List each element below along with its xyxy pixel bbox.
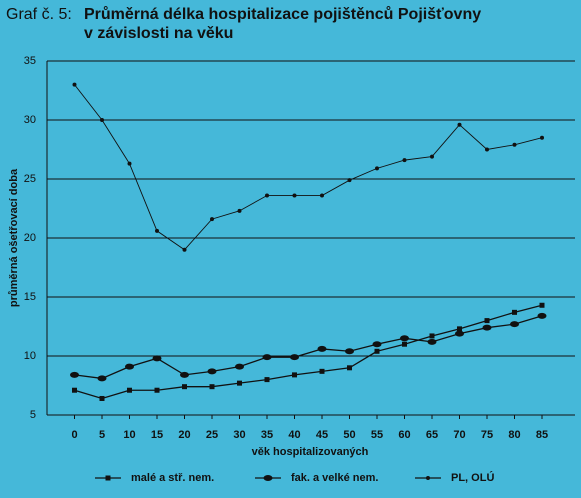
series-line [74,304,543,400]
chart-title: v závislosti na věku [84,25,233,42]
x-axis-label: věk hospitalizovaných [252,446,369,458]
marker [237,380,242,386]
x-tick-label: 5 [99,429,105,441]
marker [100,118,104,122]
marker [127,161,132,166]
marker [127,387,132,393]
legend-label: PL, OLÚ [451,471,494,484]
marker [72,387,77,393]
x-tick-label: 25 [206,429,218,441]
marker [345,348,354,355]
marker [482,324,492,331]
series-line [74,84,543,251]
x-tick-label: 10 [123,429,135,441]
x-tick-label: 35 [261,429,273,441]
x-tick-label: 0 [71,429,77,441]
marker [182,384,187,390]
x-tick-label: 75 [481,429,493,441]
y-axis-label: průměrná ošetřovací doba [8,168,20,307]
x-tick-label: 50 [343,429,355,441]
marker [105,475,111,481]
legend-label: fak. a velké nem. [291,472,378,484]
marker [512,142,517,147]
marker [539,302,545,308]
series-line [74,315,543,380]
marker [320,193,324,198]
marker [427,338,437,345]
marker [317,345,327,352]
marker [99,395,105,401]
marker [262,354,272,361]
y-tick-label: 10 [24,350,36,362]
marker [402,341,407,347]
marker [347,178,352,183]
marker [374,348,380,354]
marker [485,147,489,152]
marker [290,354,299,361]
marker [263,475,273,481]
marker [484,318,490,324]
marker [210,217,214,222]
y-tick-label: 5 [30,409,36,421]
marker [125,363,134,370]
chart-title: Průměrná délka hospitalizace pojištěnců … [84,6,481,23]
marker [319,368,325,374]
marker [207,368,217,375]
marker [455,330,464,337]
x-tick-label: 15 [151,429,163,441]
marker [70,371,79,378]
y-tick-label: 20 [24,232,36,244]
marker [537,312,547,319]
marker [237,208,242,213]
x-tick-label: 30 [233,429,245,441]
x-tick-label: 45 [316,429,328,441]
x-tick-label: 85 [536,429,548,441]
marker [180,371,189,378]
legend-label: malé a stř. nem. [131,472,214,484]
chart-label: Graf č. 5: [6,6,72,23]
marker [97,375,107,382]
marker [426,476,430,480]
marker [512,309,517,315]
marker [457,326,462,332]
y-tick-label: 30 [24,114,36,126]
y-tick-label: 15 [24,291,36,303]
marker [457,122,462,127]
marker [154,387,160,393]
marker [375,166,379,171]
marker [235,363,244,370]
marker [510,321,519,328]
marker [264,377,270,383]
marker [400,335,409,342]
marker [72,82,77,87]
marker [430,154,434,159]
x-tick-label: 20 [178,429,190,441]
y-tick-label: 35 [24,55,36,67]
marker [540,135,544,140]
x-tick-label: 40 [288,429,300,441]
y-tick-label: 25 [24,173,36,185]
marker [209,384,215,390]
marker [155,228,159,233]
marker [429,333,435,339]
marker [292,372,297,378]
x-tick-label: 65 [426,429,438,441]
marker [402,158,407,163]
marker [265,193,269,198]
marker [152,355,162,362]
x-tick-label: 80 [508,429,520,441]
x-tick-label: 70 [453,429,465,441]
marker [372,341,382,348]
marker [347,365,352,371]
marker [292,193,297,198]
marker [182,247,187,252]
x-tick-label: 55 [371,429,383,441]
x-tick-label: 60 [398,429,410,441]
